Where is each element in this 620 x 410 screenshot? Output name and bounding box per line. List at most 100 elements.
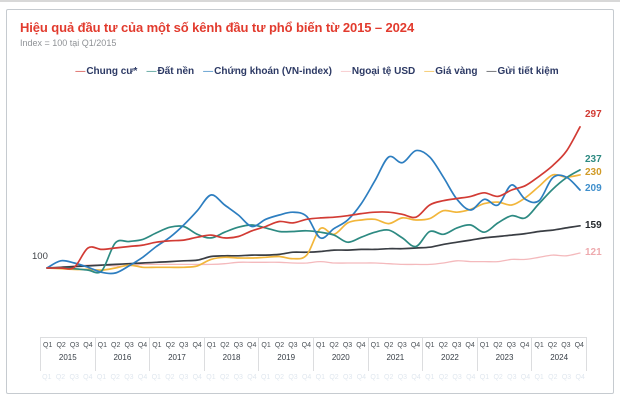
axis-year-label: 2023 <box>495 353 514 362</box>
axis-quarter-label: Q4 <box>192 374 202 381</box>
axis-year-label: 2018 <box>222 353 241 362</box>
end-value-chung-cu: 297 <box>585 109 602 120</box>
axis-quarter-label: Q2 <box>274 374 284 381</box>
legend-marker-ngoai-te-usd: — <box>340 66 351 77</box>
axis-quarter-label: Q3 <box>288 374 298 381</box>
axis-quarter-label: Q2 <box>56 342 66 349</box>
series-line-gia-vang <box>46 173 581 272</box>
end-value-gia-vang: 230 <box>585 167 602 178</box>
axis-quarter-label: Q1 <box>315 374 326 381</box>
axis-quarter-label: Q3 <box>69 342 80 349</box>
axis-year-cell-2018: Q1 Q2 Q3 Q4 <box>204 370 259 381</box>
axis-quarter-label: Q2 <box>329 374 339 381</box>
axis-year-label: 2015 <box>58 353 77 362</box>
axis-year-cell-2020: Q1 Q2 Q3 Q4 <box>314 370 369 381</box>
axis-quarter-label: Q4 <box>356 374 367 381</box>
baseline-value-label: 100 <box>32 251 48 262</box>
axis-quarter-label: Q3 <box>452 342 462 349</box>
axis-quarter-label: Q2 <box>110 374 120 381</box>
legend-label-gia-vang: Giá vàng <box>435 66 478 77</box>
chart-card: Hiệu quả đầu tư của một số kênh đầu tư p… <box>6 9 614 394</box>
axis-quarter-label: Q2 <box>384 374 394 381</box>
series-line-ngoai-te-usd <box>46 252 581 269</box>
axis-quarter-label: Q1 <box>260 374 271 381</box>
axis-year-label: 2016 <box>113 353 132 362</box>
axis-quarter-label: Q1 <box>425 342 435 349</box>
axis-quarter-label: Q3 <box>233 374 243 381</box>
axis-quarter-label: Q4 <box>247 374 257 381</box>
axis-year-cell-2024: Q1 Q2 Q3 Q4 <box>532 370 587 381</box>
axis-quarter-label: Q1 <box>96 374 107 381</box>
legend-marker-dat-nen: — <box>146 66 157 77</box>
axis-quarter-label: Q2 <box>493 342 503 349</box>
legend-marker-gia-vang: — <box>424 66 435 77</box>
axis-quarter-label: Q3 <box>233 342 243 349</box>
legend-item-ngoai-te-usd: — Ngoại tệ USD <box>341 66 415 77</box>
legend-label-ngoai-te-usd: Ngoại tệ USD <box>351 66 416 77</box>
axis-year-cell-2017: Q1 Q2 Q3 Q4 <box>149 370 204 381</box>
axis-quarter-label: Q3 <box>124 342 134 349</box>
end-value-dat-nen: 237 <box>585 154 602 165</box>
axis-quarter-label: Q1 <box>370 374 380 381</box>
axis-quarter-label: Q4 <box>520 374 531 381</box>
axis-quarter-label: Q3 <box>561 374 572 381</box>
axis-quarter-label: Q2 <box>438 374 449 381</box>
axis-quarter-label: Q2 <box>55 374 66 381</box>
axis-year-cell-2020: Q1 Q2 Q3 Q4 2020 <box>312 338 368 371</box>
page-top-divider <box>0 0 620 2</box>
legend-item-dat-nen: — Đất nền <box>146 66 194 77</box>
series-line-chung-cu <box>46 126 581 270</box>
axis-quarter-label: Q2 <box>438 342 448 349</box>
axis-year-cell-2016: Q1 Q2 Q3 Q4 2016 <box>94 338 150 371</box>
x-axis-ghost: Q1 Q2 Q3 Q4 Q1 Q2 Q3 Q4 Q1 Q2 Q3 Q4 Q1 Q2 Q3 Q4 Q1 Q2 Q3 Q4… <box>40 370 587 381</box>
axis-quarter-label: Q3 <box>178 374 189 381</box>
axis-quarter-label: Q3 <box>343 374 353 381</box>
chart-title: Hiệu quả đầu tư của một số kênh đầu tư p… <box>20 20 415 35</box>
axis-quarter-label: Q2 <box>219 374 230 381</box>
chart-legend: — Chung cư* — Đất nền — Chứng khoán (VN-index… <box>7 66 620 77</box>
axis-year-cell-2016: Q1 Q2 Q3 Q4 <box>95 370 150 381</box>
axis-year-cell-2023: Q1 Q2 Q3 Q4 2023 <box>476 338 532 371</box>
axis-quarter-label: Q3 <box>124 374 134 381</box>
axis-year-cell-2023: Q1 Q2 Q3 Q4 <box>478 370 533 381</box>
axis-quarter-label: Q1 <box>151 374 161 381</box>
series-line-gui-tiet-kiem <box>46 224 581 269</box>
axis-year-cell-2024: Q1 Q2 Q3 Q4 2024 <box>531 338 587 371</box>
axis-year-cell-2018: Q1 Q2 Q3 Q4 2018 <box>203 338 259 371</box>
axis-quarter-label: Q1 <box>534 374 544 381</box>
axis-year-cell-2022: Q1 Q2 Q3 Q4 <box>423 370 478 381</box>
end-value-chung-khoan-vn-index: 209 <box>585 183 602 194</box>
axis-quarter-label: Q1 <box>316 342 326 349</box>
axis-quarter-label: Q4 <box>83 342 93 349</box>
axis-quarter-label: Q2 <box>329 342 339 349</box>
axis-year-label: 2022 <box>441 353 459 362</box>
axis-quarter-label: Q1 <box>206 342 217 349</box>
axis-quarter-label: Q4 <box>520 342 530 349</box>
axis-quarter-label: Q4 <box>410 342 421 349</box>
axis-quarter-label: Q4 <box>301 342 311 349</box>
legend-marker-chung-cu: — <box>75 66 86 77</box>
axis-quarter-label: Q3 <box>288 342 298 349</box>
legend-label-gui-tiet-kiem: Gửi tiết kiệm <box>497 66 559 77</box>
series-line-chung-khoan-vn-index <box>46 149 581 275</box>
axis-year-label: 2019 <box>277 353 296 362</box>
axis-quarter-label: Q4 <box>411 374 421 381</box>
axis-quarter-label: Q1 <box>97 342 107 349</box>
axis-quarter-label: Q1 <box>479 374 490 381</box>
axis-quarter-label: Q4 <box>466 374 476 381</box>
axis-quarter-label: Q1 <box>479 342 490 349</box>
axis-quarter-label: Q4 <box>574 342 584 349</box>
axis-quarter-label: Q2 <box>111 342 121 349</box>
axis-year-cell-2015: Q1 Q2 Q3 Q4 <box>40 370 95 381</box>
axis-quarter-label: Q4 <box>83 374 93 381</box>
axis-quarter-label: Q1 <box>370 342 380 349</box>
legend-label-dat-nen: Đất nền <box>157 66 195 77</box>
axis-quarter-label: Q4 <box>301 374 312 381</box>
axis-quarter-label: Q3 <box>507 374 517 381</box>
axis-quarter-label: Q4 <box>137 374 148 381</box>
legend-item-chung-cu: — Chung cư* <box>75 66 137 77</box>
axis-quarter-label: Q4 <box>575 374 585 381</box>
axis-year-cell-2017: Q1 Q2 Q3 Q4 2017 <box>149 338 204 371</box>
axis-quarter-label: Q4 <box>137 342 148 349</box>
legend-marker-gui-tiet-kiem: — <box>486 66 497 77</box>
